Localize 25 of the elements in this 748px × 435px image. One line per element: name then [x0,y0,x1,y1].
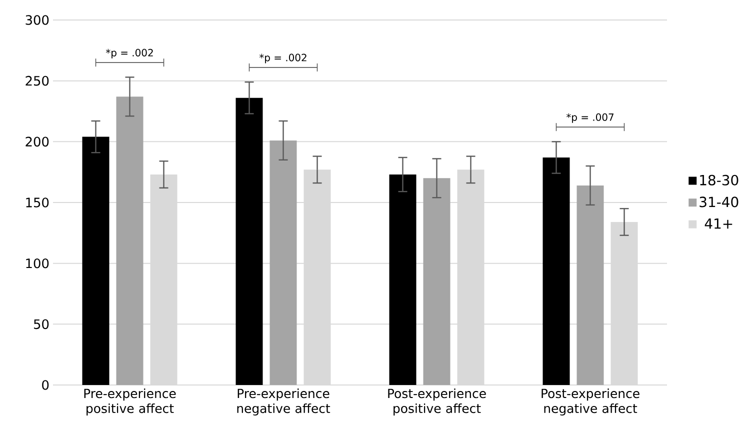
annotation: *p = .007 [566,113,614,123]
bar [389,174,416,385]
y-tick-label: 300 [26,15,49,25]
bar [542,157,570,385]
x-tick-label: Pre-experience positive affect [84,388,176,416]
bar [82,136,110,385]
y-tick-label: 0 [42,380,49,390]
bar [236,98,263,385]
x-tick-label: Pre-experience negative affect [237,388,330,416]
x-tick-label: Post-experience positive affect [388,388,486,416]
bar [423,178,450,385]
legend-label: 31-40 [700,196,738,208]
bar [116,96,144,385]
x-tick-label: Post-experience negative affect [542,388,640,416]
y-tick-label: 250 [26,76,49,86]
legend-label: 18-30 [700,174,738,186]
annotation: *p = .002 [259,54,306,64]
y-tick-label: 100 [26,258,49,268]
legend-label: 41+ [704,218,732,229]
y-tick-label: 150 [26,198,49,208]
y-tick-label: 50 [34,319,49,330]
annotation: *p = .002 [106,48,153,58]
bar [576,185,604,385]
bar [270,140,297,385]
y-tick-label: 200 [26,136,49,147]
